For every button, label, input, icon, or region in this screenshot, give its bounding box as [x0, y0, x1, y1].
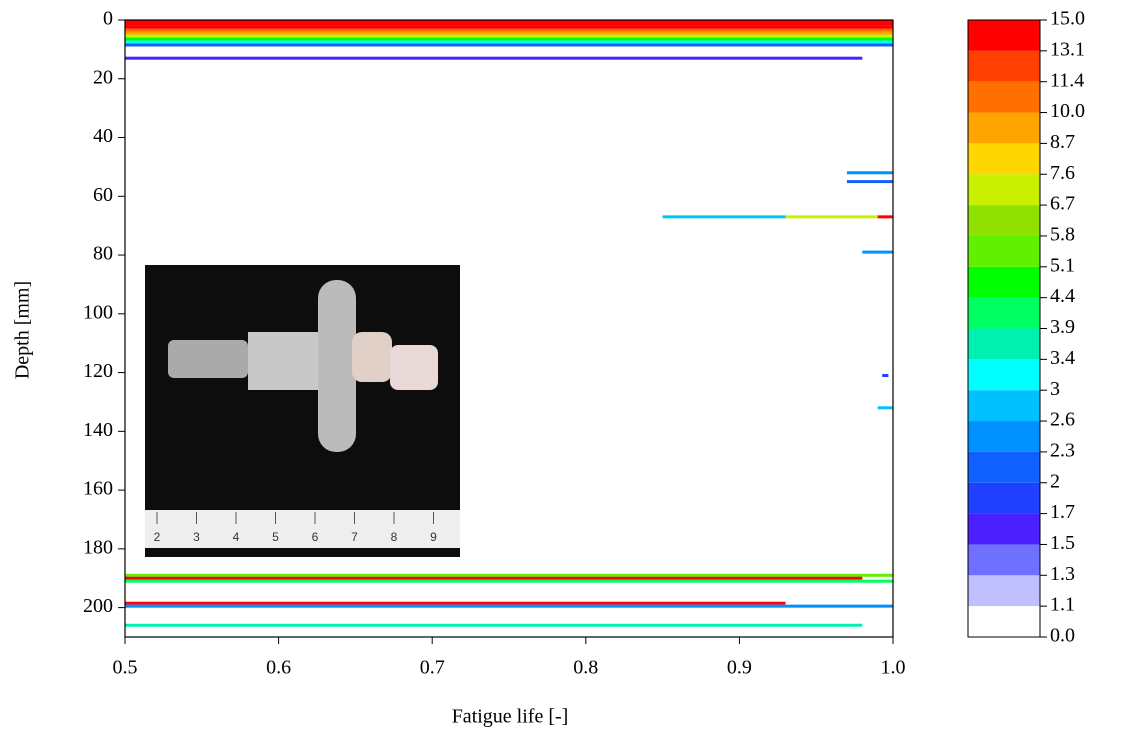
- streak: [846, 171, 893, 175]
- colorbar-label: 3.4: [1050, 347, 1075, 369]
- streak: [125, 40, 893, 44]
- colorbar-band: [968, 81, 1040, 113]
- colorbar-label: 1.3: [1050, 563, 1075, 585]
- ruler-label: 9: [430, 530, 437, 544]
- x-tick-label: 0.8: [573, 657, 598, 679]
- x-tick-label: 0.6: [266, 657, 291, 679]
- colorbar-label: 0.0: [1050, 625, 1075, 647]
- ruler-label: 4: [233, 530, 240, 544]
- y-tick-label: 120: [83, 360, 113, 382]
- ruler-label: 7: [351, 530, 358, 544]
- streak: [846, 180, 893, 184]
- ruler-label: 3: [193, 530, 200, 544]
- colorbar-label: 2.6: [1050, 409, 1075, 431]
- colorbar-label: 8.7: [1050, 131, 1075, 153]
- colorbar-band: [968, 421, 1040, 452]
- streak: [125, 601, 786, 605]
- colorbar-band: [968, 544, 1040, 576]
- colorbar-label: 2.3: [1050, 439, 1075, 461]
- colorbar-label: 3: [1050, 378, 1060, 400]
- colorbar-label: 2: [1050, 470, 1060, 492]
- colorbar-label: 5.1: [1050, 254, 1075, 276]
- colorbar-label: 1.1: [1050, 594, 1075, 616]
- colorbar-band: [968, 390, 1040, 422]
- plot-frame: [124, 19, 894, 638]
- ruler-label: 5: [272, 530, 279, 544]
- colorbar-band: [968, 328, 1040, 360]
- streak: [125, 37, 893, 41]
- x-tick-label: 0.9: [727, 657, 752, 679]
- y-tick-label: 20: [93, 66, 113, 88]
- x-tick-label: 1.0: [881, 657, 906, 679]
- colorbar-band: [968, 50, 1040, 82]
- x-tick-label: 0.7: [420, 657, 445, 679]
- streak: [125, 604, 893, 608]
- y-tick-label: 40: [93, 125, 113, 147]
- colorbar-band: [968, 235, 1040, 267]
- colorbar-label: 5.8: [1050, 224, 1075, 246]
- ruler-label: 2: [154, 530, 161, 544]
- inset-photo: [145, 265, 460, 557]
- colorbar-label: 3.9: [1050, 316, 1075, 338]
- streak: [785, 215, 878, 219]
- colorbar-band: [968, 266, 1040, 298]
- colorbar-band: [968, 606, 1040, 637]
- colorbar-band: [968, 143, 1040, 175]
- streak: [125, 25, 893, 29]
- colorbar-band: [968, 451, 1040, 483]
- colorbar-label: 4.4: [1050, 285, 1075, 307]
- plot-area: [125, 19, 893, 627]
- colorbar-band: [968, 359, 1040, 391]
- ruler-label: 8: [391, 530, 398, 544]
- y-tick-label: 100: [83, 301, 113, 323]
- colorbar-band: [968, 575, 1040, 607]
- y-tick-label: 180: [83, 536, 113, 558]
- colorbar-label: 1.5: [1050, 532, 1075, 554]
- y-tick-label: 60: [93, 184, 113, 206]
- x-axis-title: Fatigue life [-]: [452, 706, 569, 728]
- colorbar-band: [968, 513, 1040, 545]
- y-tick-label: 140: [83, 419, 113, 441]
- y-axis-title: Depth [mm]: [12, 281, 34, 379]
- ruler-label: 6: [312, 530, 319, 544]
- streak: [877, 406, 893, 410]
- colorbar-band: [968, 297, 1040, 329]
- streak: [125, 576, 863, 580]
- streak: [125, 579, 893, 583]
- streak: [125, 573, 893, 577]
- y-tick-label: 160: [83, 478, 113, 500]
- colorbar-band: [968, 112, 1040, 144]
- colorbar-band: [968, 174, 1040, 206]
- colorbar-label: 6.7: [1050, 193, 1075, 215]
- colorbar-label: 1.7: [1050, 501, 1075, 523]
- colorbar-label: 10.0: [1050, 100, 1085, 122]
- streak: [125, 623, 863, 627]
- streak: [662, 215, 786, 219]
- colorbar-label: 7.6: [1050, 162, 1075, 184]
- colorbar-band: [968, 205, 1040, 236]
- streak: [125, 43, 893, 47]
- colorbar-label: 11.4: [1050, 69, 1084, 91]
- streak: [125, 22, 893, 26]
- streak: [125, 34, 893, 38]
- y-tick-label: 80: [93, 243, 113, 265]
- colorbar-band: [968, 20, 1040, 51]
- colorbar-label: 15.0: [1050, 8, 1085, 30]
- colorbar-label: 13.1: [1050, 38, 1085, 60]
- streak: [862, 250, 893, 254]
- streak: [125, 31, 893, 35]
- y-tick-label: 0: [103, 8, 113, 30]
- colorbar-band: [968, 482, 1040, 514]
- streak: [882, 374, 889, 378]
- y-tick-label: 200: [83, 595, 113, 617]
- x-tick-label: 0.5: [113, 657, 138, 679]
- streak: [125, 56, 863, 60]
- streak: [125, 19, 893, 23]
- streak: [877, 215, 893, 219]
- streak: [125, 28, 893, 32]
